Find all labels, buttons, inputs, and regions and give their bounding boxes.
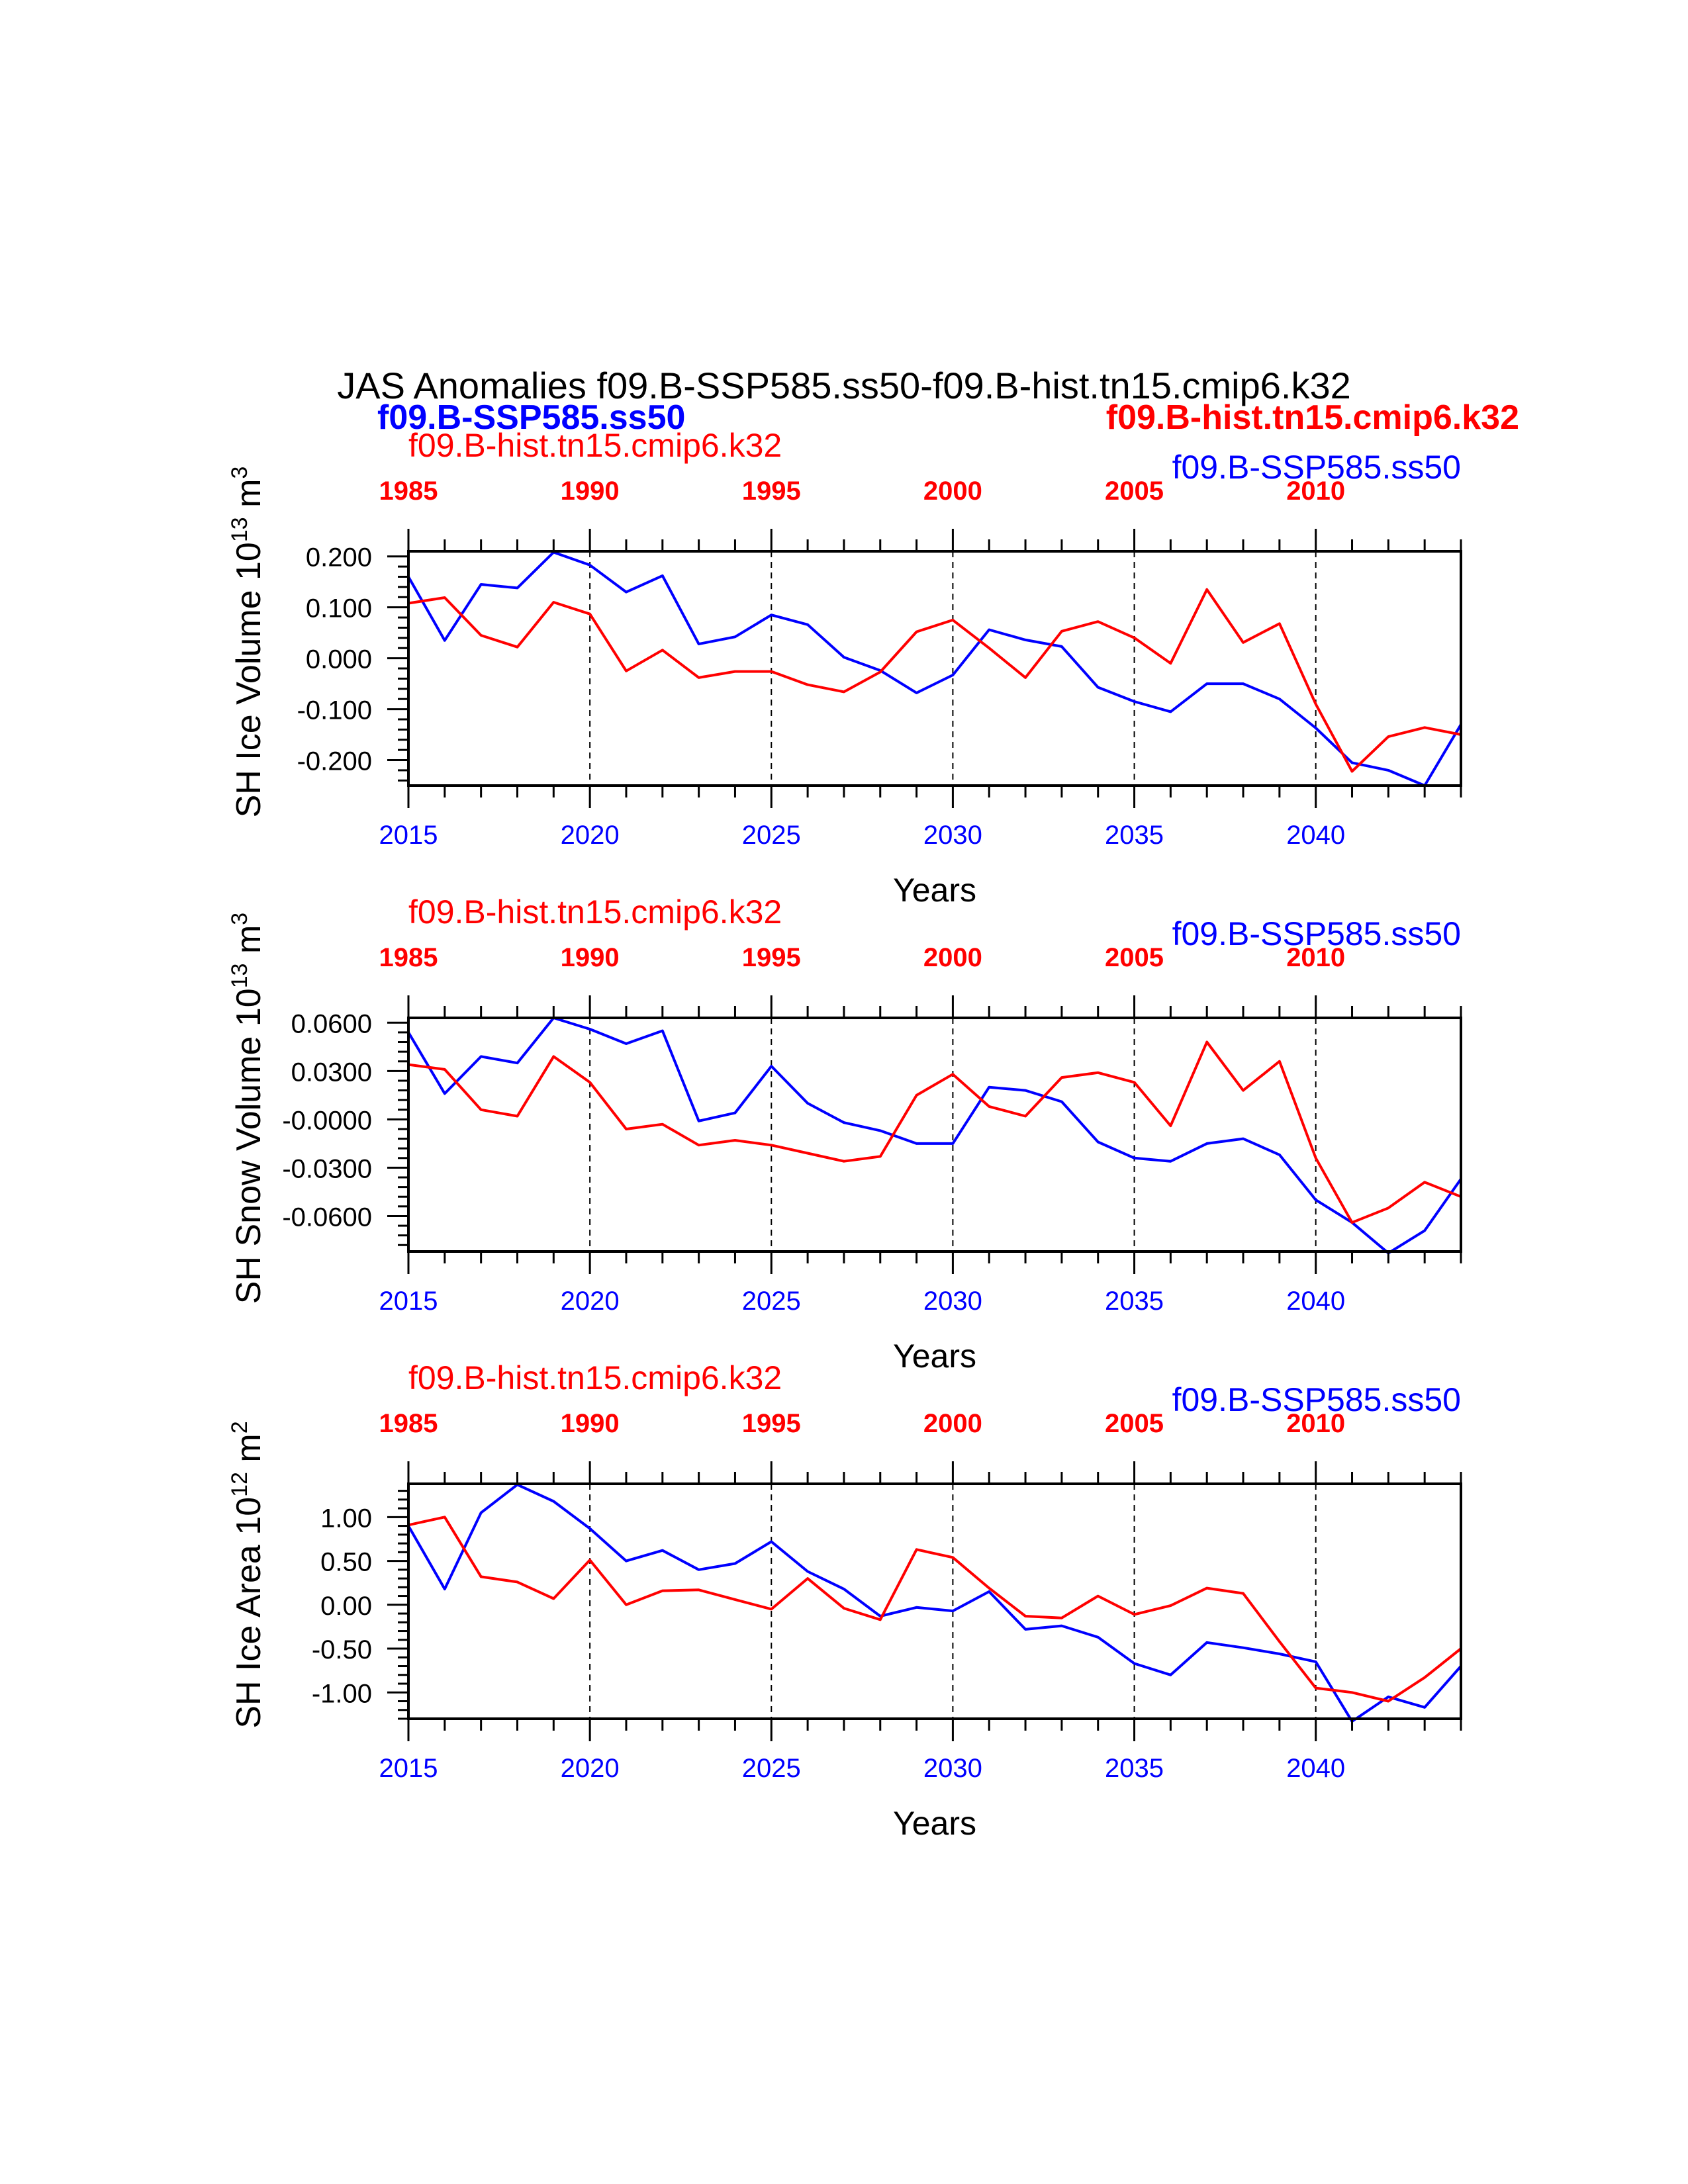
y-axis-label: SH Ice Volume 1013 m3	[227, 467, 268, 818]
header-left-label: f09.B-SSP585.ss50	[377, 398, 685, 437]
x-top-tick-label: 2010	[1286, 943, 1345, 972]
x-tick-label: 2040	[1286, 1287, 1345, 1316]
y-tick-label: 0.0300	[291, 1058, 372, 1087]
y-tick-label: 0.0600	[291, 1009, 372, 1038]
x-tick-label: 2030	[923, 1287, 982, 1316]
y-tick-label: -0.0300	[282, 1154, 372, 1183]
x-tick-label: 2025	[742, 821, 801, 850]
x-top-tick-label: 1985	[379, 477, 438, 506]
x-top-tick-label: 1985	[379, 1409, 438, 1438]
x-top-tick-label: 2010	[1286, 1409, 1345, 1438]
y-tick-label: -0.50	[312, 1635, 372, 1664]
y-tick-label: -0.0000	[282, 1106, 372, 1135]
x-tick-label: 2040	[1286, 1754, 1345, 1783]
x-top-tick-label: 2010	[1286, 477, 1345, 506]
x-tick-label: 2020	[561, 1287, 620, 1316]
series-line-hist	[408, 588, 1462, 773]
series-line-hist	[408, 1516, 1462, 1703]
panel-2: 0.0600 0.0300 -0.0000 -0.0300 -0.0600 2015 202…	[227, 893, 1462, 1375]
y-axis-label: SH Ice Area 1012 m2	[227, 1421, 268, 1728]
top-label-hist: f09.B-hist.tn15.cmip6.k32	[408, 1359, 782, 1396]
x-top-tick-label: 2000	[923, 1409, 982, 1438]
series-line-ssp585	[407, 1483, 1462, 1723]
panel-3: 1.00 0.50 0.00 -0.50 -1.00 2015 2020 2025 2030 20…	[227, 1359, 1462, 1842]
top-label-hist: f09.B-hist.tn15.cmip6.k32	[408, 893, 782, 931]
top-label-ssp: f09.B-SSP585.ss50	[1172, 449, 1461, 486]
top-label-ssp: f09.B-SSP585.ss50	[1172, 915, 1461, 952]
x-tick-label: 2015	[379, 1754, 438, 1783]
plot-frame	[407, 1017, 1462, 1253]
figure-title: JAS Anomalies f09.B-SSP585.ss50-f09.B-hi…	[337, 365, 1350, 406]
x-top-tick-label: 2005	[1105, 1409, 1164, 1438]
x-top-tick-label: 2005	[1105, 477, 1164, 506]
x-axis-label: Years	[893, 872, 976, 909]
x-top-tick-label: 1995	[742, 1409, 801, 1438]
y-tick-label: -0.0600	[282, 1203, 372, 1232]
series-line-hist	[408, 1040, 1462, 1224]
x-tick-label: 2025	[742, 1754, 801, 1783]
x-tick-label: 2015	[379, 1287, 438, 1316]
x-top-tick-label: 1990	[561, 943, 620, 972]
x-tick-label: 2020	[561, 1754, 620, 1783]
x-top-tick-label: 2000	[923, 943, 982, 972]
x-tick-label: 2035	[1105, 1287, 1164, 1316]
top-label-hist: f09.B-hist.tn15.cmip6.k32	[408, 427, 782, 464]
x-tick-label: 2025	[742, 1287, 801, 1316]
x-tick-label: 2020	[561, 821, 620, 850]
y-tick-label: 0.000	[306, 645, 372, 674]
x-tick-label: 2030	[923, 821, 982, 850]
y-tick-label: 0.200	[306, 543, 372, 572]
x-tick-label: 2035	[1105, 821, 1164, 850]
y-tick-label: 0.100	[306, 594, 372, 623]
x-top-tick-label: 1995	[742, 477, 801, 506]
x-top-tick-label: 1990	[561, 477, 620, 506]
x-tick-label: 2035	[1105, 1754, 1164, 1783]
header-right-label: f09.B-hist.tn15.cmip6.k32	[1106, 398, 1519, 437]
y-tick-label: -0.100	[297, 696, 372, 725]
x-top-tick-label: 1990	[561, 1409, 620, 1438]
plot-frame	[407, 1482, 1462, 1720]
x-top-tick-label: 1985	[379, 943, 438, 972]
series-line-ssp585	[407, 551, 1462, 787]
x-tick-label: 2040	[1286, 821, 1345, 850]
y-tick-label: -0.200	[297, 747, 372, 776]
x-axis-label: Years	[893, 1805, 976, 1842]
series-line-ssp585	[407, 1017, 1462, 1255]
x-top-tick-label: 1995	[742, 943, 801, 972]
plot-frame	[407, 550, 1462, 787]
x-top-tick-label: 2000	[923, 477, 982, 506]
x-tick-label: 2015	[379, 821, 438, 850]
top-label-ssp: f09.B-SSP585.ss50	[1172, 1381, 1461, 1418]
x-top-tick-label: 2005	[1105, 943, 1164, 972]
panel-1: 0.200 0.100 0.000 -0.100 -0.200 2015 2020 2025 2…	[227, 427, 1462, 909]
y-tick-label: -1.00	[312, 1679, 372, 1708]
y-tick-label: 0.00	[320, 1592, 372, 1621]
y-tick-label: 0.50	[320, 1548, 372, 1577]
y-tick-label: 1.00	[320, 1504, 372, 1533]
y-axis-label: SH Snow Volume 1013 m3	[227, 913, 268, 1304]
x-tick-label: 2030	[923, 1754, 982, 1783]
x-axis-label: Years	[893, 1338, 976, 1375]
